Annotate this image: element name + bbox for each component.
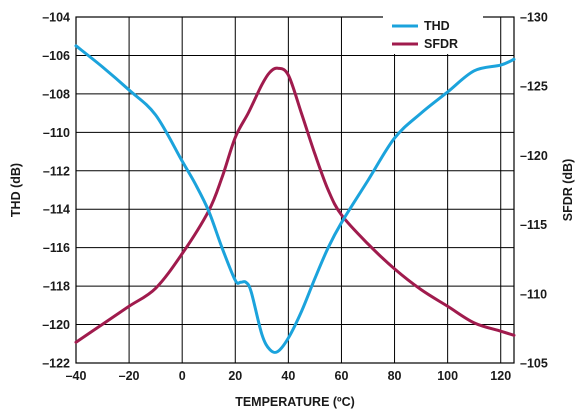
x-tick-label: 40 [281,369,295,383]
y-left-tick-label: –104 [42,11,70,25]
x-tick-label: –40 [66,369,87,383]
y-right-tick-label: –125 [520,80,548,94]
y-right-tick-label: –105 [520,357,548,371]
x-tick-label: 80 [388,369,402,383]
y-right-tick-label: –115 [520,218,547,232]
tick-labels: –40 –20 0 20 40 60 80 100 120 –104 –106 –108 –110 –11… [42,11,548,384]
legend-background [383,14,483,54]
y-left-tick-label: –116 [43,241,70,255]
y-left-tick-label: –122 [42,357,70,371]
grid-lines [76,17,514,363]
x-axis-title: TEMPERATURE (ºC) [235,395,355,409]
x-tick-label: 60 [335,369,349,383]
y-left-tick-label: –110 [43,126,70,140]
y-right-tick-label: –110 [520,287,547,301]
x-tick-label: 0 [179,369,186,383]
series-line-sfdr [74,66,516,344]
y-left-tick-label: –106 [42,49,70,63]
x-tick-label: 20 [228,369,242,383]
series-layer [74,44,516,354]
x-tick-label: –20 [119,369,140,383]
legend-label-thd: THD [424,19,450,33]
x-tick-label: 120 [490,369,511,383]
y-right-tick-label: –120 [520,149,548,163]
y-left-tick-label: –112 [43,164,70,178]
y-left-tick-label: –120 [42,318,70,332]
y-left-tick-label: –114 [43,203,70,217]
y-axis-left-title: THD (dB) [9,163,23,217]
legend-label-sfdr: SFDR [424,37,458,51]
y-right-tick-label: –130 [520,11,548,25]
series-line-thd [74,44,516,354]
x-tick-label: 100 [437,369,458,383]
y-axis-right-title: SFDR (dB) [561,159,575,222]
y-left-tick-label: –108 [42,87,70,101]
y-left-tick-label: –118 [43,280,70,294]
plot-frame [75,16,515,364]
legend: THD SFDR [383,14,483,54]
